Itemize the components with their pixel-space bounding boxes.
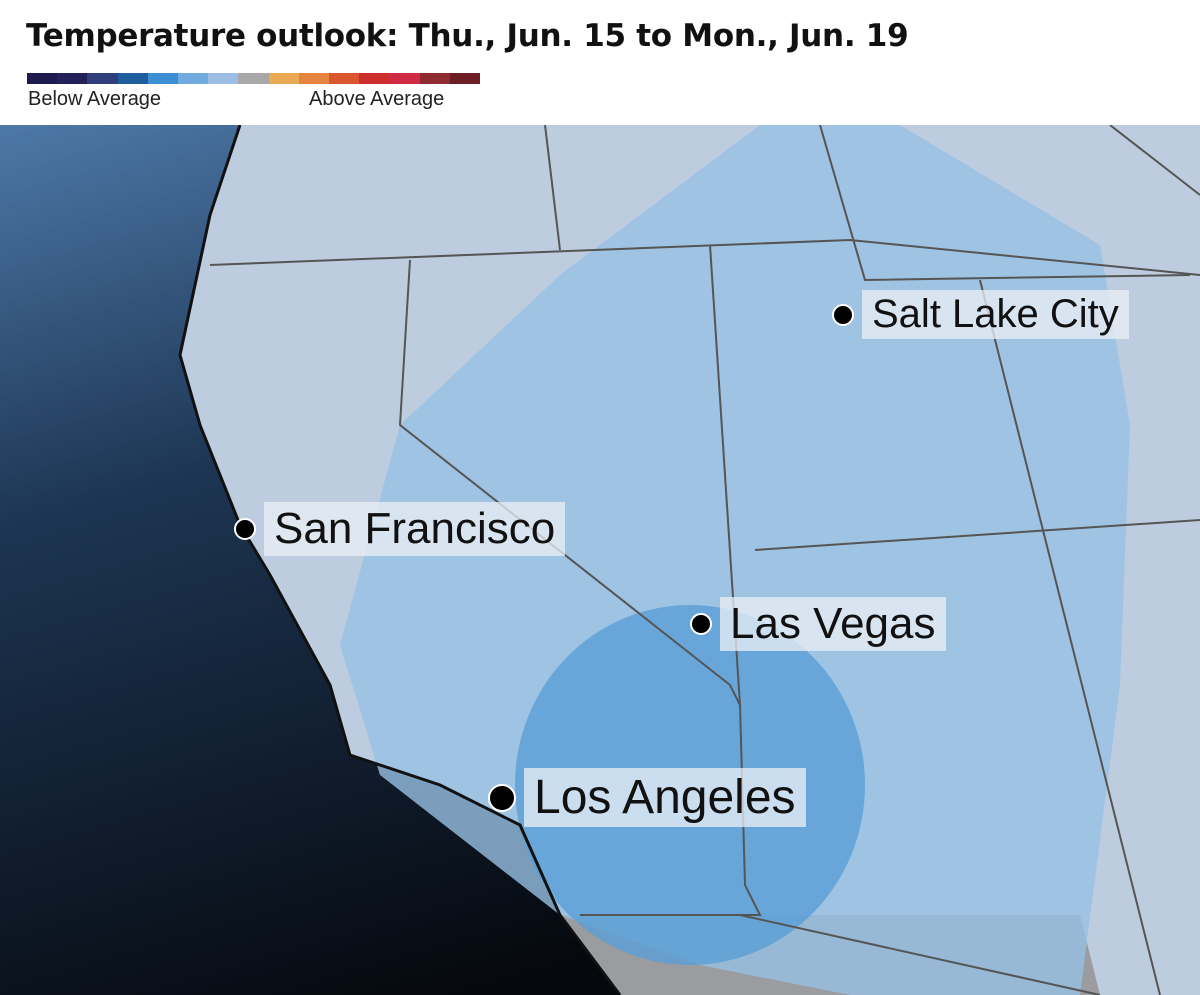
legend-swatch <box>117 73 148 84</box>
legend-below-label: Below Average <box>28 88 162 110</box>
legend-swatch <box>238 73 269 84</box>
city-san-francisco: San Francisco <box>234 502 566 556</box>
city-label: San Francisco <box>264 502 566 556</box>
outlook-map <box>0 125 1200 995</box>
legend-swatch <box>208 73 239 84</box>
city-label: Salt Lake City <box>862 290 1129 339</box>
city-marker-icon <box>234 518 256 540</box>
city-label: Las Vegas <box>720 597 946 651</box>
legend-swatch <box>178 73 209 84</box>
city-marker-icon <box>690 613 712 635</box>
page-title: Temperature outlook: Thu., Jun. 15 to Mo… <box>26 18 909 54</box>
legend-swatch <box>147 73 179 84</box>
legend-swatch <box>87 73 118 84</box>
legend-swatch <box>57 73 88 84</box>
legend-swatch <box>268 73 299 84</box>
city-salt-lake-city: Salt Lake City <box>832 290 1129 339</box>
legend-swatch <box>329 73 360 84</box>
legend-color-scale <box>27 73 481 84</box>
legend-swatch <box>359 73 390 84</box>
legend-swatch <box>298 73 330 84</box>
legend-swatch <box>449 73 481 84</box>
legend-swatch <box>419 73 450 84</box>
coastline <box>178 125 622 995</box>
city-las-vegas: Las Vegas <box>690 597 946 651</box>
legend-above-label: Above Average <box>309 88 445 110</box>
city-marker-icon <box>832 303 854 326</box>
city-los-angeles: Los Angeles <box>488 768 806 827</box>
city-label: Los Angeles <box>524 768 806 827</box>
city-marker-icon <box>488 783 516 812</box>
legend-swatch <box>27 73 58 84</box>
legend-swatch <box>389 73 420 84</box>
